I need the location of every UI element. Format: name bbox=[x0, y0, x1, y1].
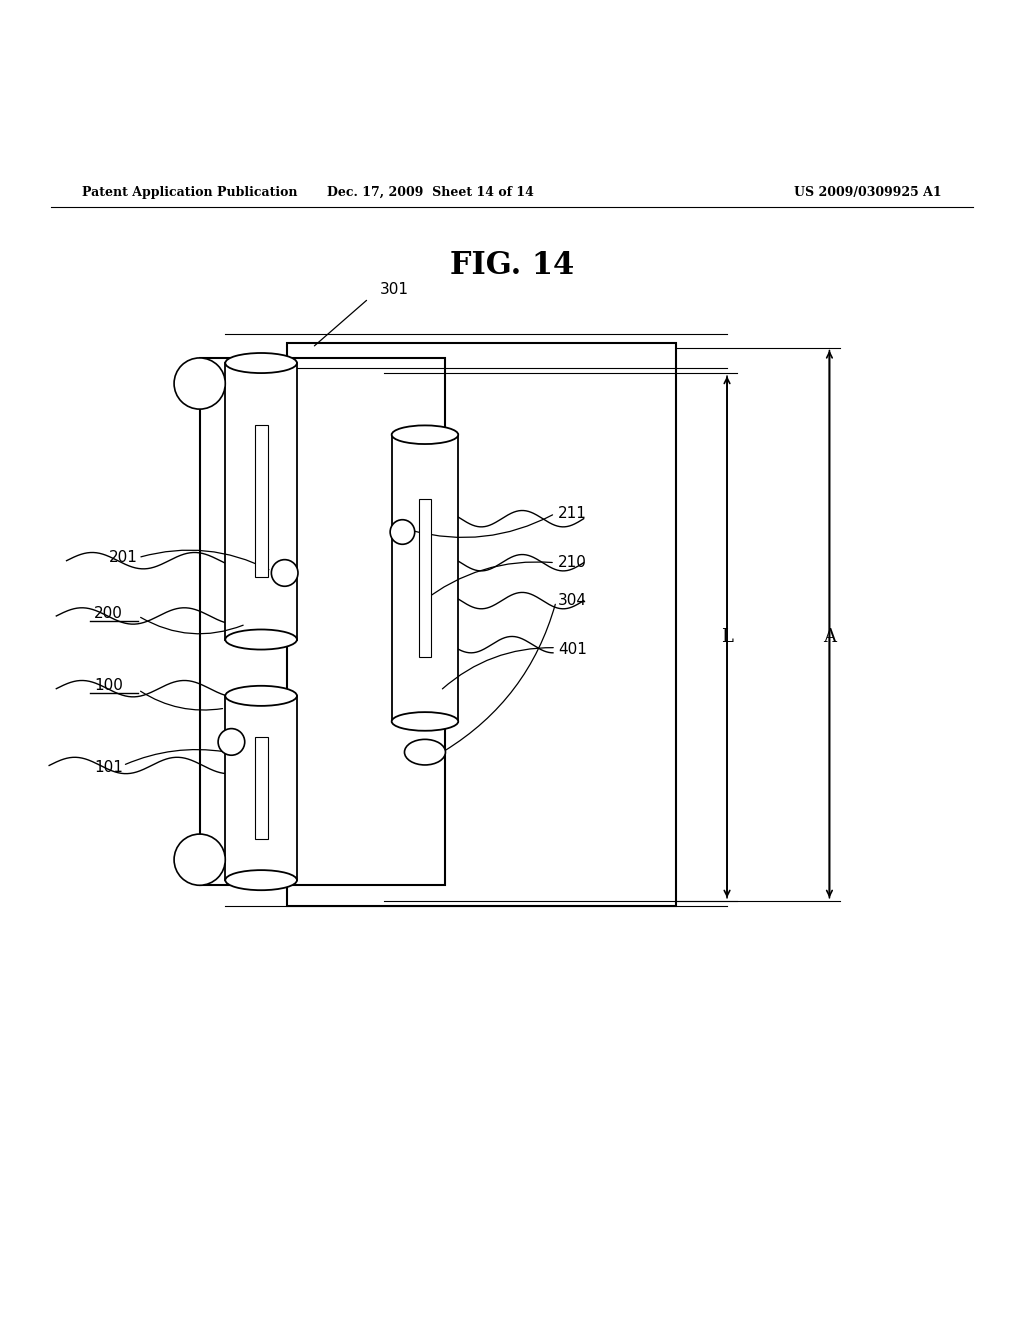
Bar bbox=[225, 363, 297, 639]
Text: A: A bbox=[823, 628, 836, 647]
Text: 100: 100 bbox=[94, 678, 123, 693]
Bar bbox=[391, 434, 458, 722]
Circle shape bbox=[174, 834, 225, 886]
Text: L: L bbox=[721, 628, 733, 647]
Text: 200: 200 bbox=[94, 606, 123, 622]
Bar bbox=[419, 499, 431, 657]
Circle shape bbox=[174, 358, 225, 409]
Circle shape bbox=[218, 729, 245, 755]
Ellipse shape bbox=[225, 630, 297, 649]
Ellipse shape bbox=[225, 870, 297, 890]
Text: 401: 401 bbox=[558, 643, 587, 657]
Bar bbox=[287, 343, 676, 906]
Text: US 2009/0309925 A1: US 2009/0309925 A1 bbox=[795, 186, 942, 198]
Ellipse shape bbox=[225, 352, 297, 374]
Text: 211: 211 bbox=[558, 506, 587, 521]
Text: Dec. 17, 2009  Sheet 14 of 14: Dec. 17, 2009 Sheet 14 of 14 bbox=[327, 186, 534, 198]
Text: 301: 301 bbox=[380, 281, 409, 297]
Bar bbox=[255, 738, 267, 838]
Bar bbox=[200, 358, 445, 886]
Ellipse shape bbox=[404, 739, 445, 766]
Text: 210: 210 bbox=[558, 556, 587, 570]
Ellipse shape bbox=[391, 711, 459, 731]
Bar bbox=[255, 425, 267, 577]
Text: 304: 304 bbox=[558, 593, 587, 609]
Text: Patent Application Publication: Patent Application Publication bbox=[82, 186, 297, 198]
Text: 101: 101 bbox=[94, 760, 123, 775]
Text: 201: 201 bbox=[110, 550, 138, 565]
Ellipse shape bbox=[225, 686, 297, 706]
Circle shape bbox=[390, 520, 415, 544]
Text: FIG. 14: FIG. 14 bbox=[450, 251, 574, 281]
Circle shape bbox=[271, 560, 298, 586]
Bar bbox=[225, 696, 297, 880]
Ellipse shape bbox=[391, 425, 459, 444]
